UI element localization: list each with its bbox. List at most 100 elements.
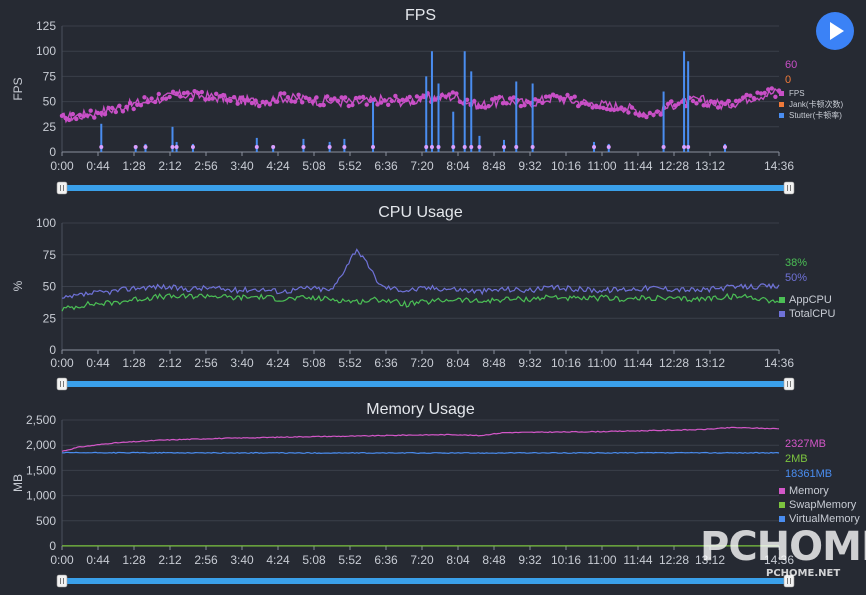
x-tick-label: 11:44 [623,553,652,567]
fps-point [203,97,208,102]
fps-point [99,110,104,116]
legend-swatch [779,102,784,107]
x-tick-label: 13:12 [695,356,725,370]
x-tick-label: 13:12 [695,553,725,567]
fps-point [242,98,247,103]
legend-entry: SwapMemory [789,499,857,511]
fps-point [418,95,423,101]
stutter-marker [99,145,104,149]
fps-point [282,91,287,96]
fps-point [343,95,348,100]
y-axis-label: MB [11,474,25,492]
fps-point [622,107,627,112]
legend-swatch [779,311,785,317]
fps-point [543,94,549,99]
fps-point [511,95,516,100]
y-tick-label: 50 [43,280,57,294]
stutter-marker [501,145,506,149]
fps-point [594,103,599,109]
fps-point [210,96,215,101]
x-tick-label: 1:28 [122,356,146,370]
fps-point [676,101,681,106]
fps-point [253,98,258,103]
x-tick-label: 5:08 [302,159,326,173]
fps-point [346,103,351,109]
x-tick-label: 14:36 [764,159,794,173]
fps-point [199,89,204,95]
fps-point [67,117,72,123]
fps-point [300,100,305,105]
range-handle-start[interactable] [56,181,68,195]
fps-point [325,94,330,99]
y-tick-label: 100 [36,216,56,230]
fps-point [332,96,337,101]
fps-point [92,115,97,120]
stutter-marker [190,145,195,149]
watermark-url: PCHOME.NET [766,568,841,579]
fps-point [572,94,577,99]
fps-point [127,100,133,106]
stutter-marker [686,145,691,149]
fps-point [447,92,452,97]
legend-entry: VirtualMemory [789,513,860,525]
x-tick-label: 3:40 [230,356,254,370]
fps-point [690,98,696,104]
fps-point [637,113,642,118]
fps-point [464,97,470,103]
x-tick-label: 5:52 [338,553,362,567]
x-tick-label: 6:36 [374,356,398,370]
range-handle-start[interactable] [56,377,68,391]
fps-point [185,90,190,95]
play-button[interactable] [816,12,854,50]
fps-point [106,105,111,111]
x-tick-label: 2:12 [158,356,182,370]
fps-point [364,102,369,107]
fps-point [246,98,251,103]
y-tick-label: 125 [36,19,56,33]
fps-point [626,110,631,115]
fps-point [708,99,714,104]
x-tick-label: 3:40 [230,159,254,173]
fps-point [181,91,187,96]
fps-point [267,102,273,107]
legend-swatch [779,488,785,494]
fps-point [697,98,703,103]
stutter-marker [301,145,306,149]
fps-point [321,102,326,108]
stutter-marker [682,145,687,149]
fps-point [328,97,334,102]
fps-point [640,113,645,118]
y-tick-label: 25 [43,120,57,134]
stutter-marker [254,145,259,149]
range-slider-track [58,381,792,387]
stutter-marker [606,145,611,149]
x-tick-label: 6:36 [374,159,398,173]
fps-point [375,102,380,107]
fps-point [378,100,384,105]
y-tick-label: 75 [43,69,57,83]
x-tick-label: 14:36 [764,553,794,567]
fps-point [694,101,699,106]
range-handle-end[interactable] [783,181,795,195]
fps-point [404,97,409,103]
x-tick-label: 0:00 [50,159,74,173]
x-tick-label: 9:32 [518,356,542,370]
fps-point [558,95,563,100]
x-tick-label: 7:20 [410,356,434,370]
fps-point [135,102,140,108]
range-handle-end[interactable] [783,377,795,391]
x-tick-label: 6:36 [374,553,398,567]
fps-point [206,96,212,102]
fps-point [163,96,169,101]
x-tick-label: 10:16 [551,159,581,173]
x-tick-label: 8:04 [446,356,470,370]
fps-point [317,103,323,108]
fps-point [285,95,291,100]
fps-point [274,99,280,104]
fps-point [568,95,574,101]
range-handle-start[interactable] [56,574,68,588]
range-slider-track [58,185,792,191]
fps-point [701,103,706,108]
fps-point [414,94,420,99]
range-handle-end[interactable] [783,574,795,588]
